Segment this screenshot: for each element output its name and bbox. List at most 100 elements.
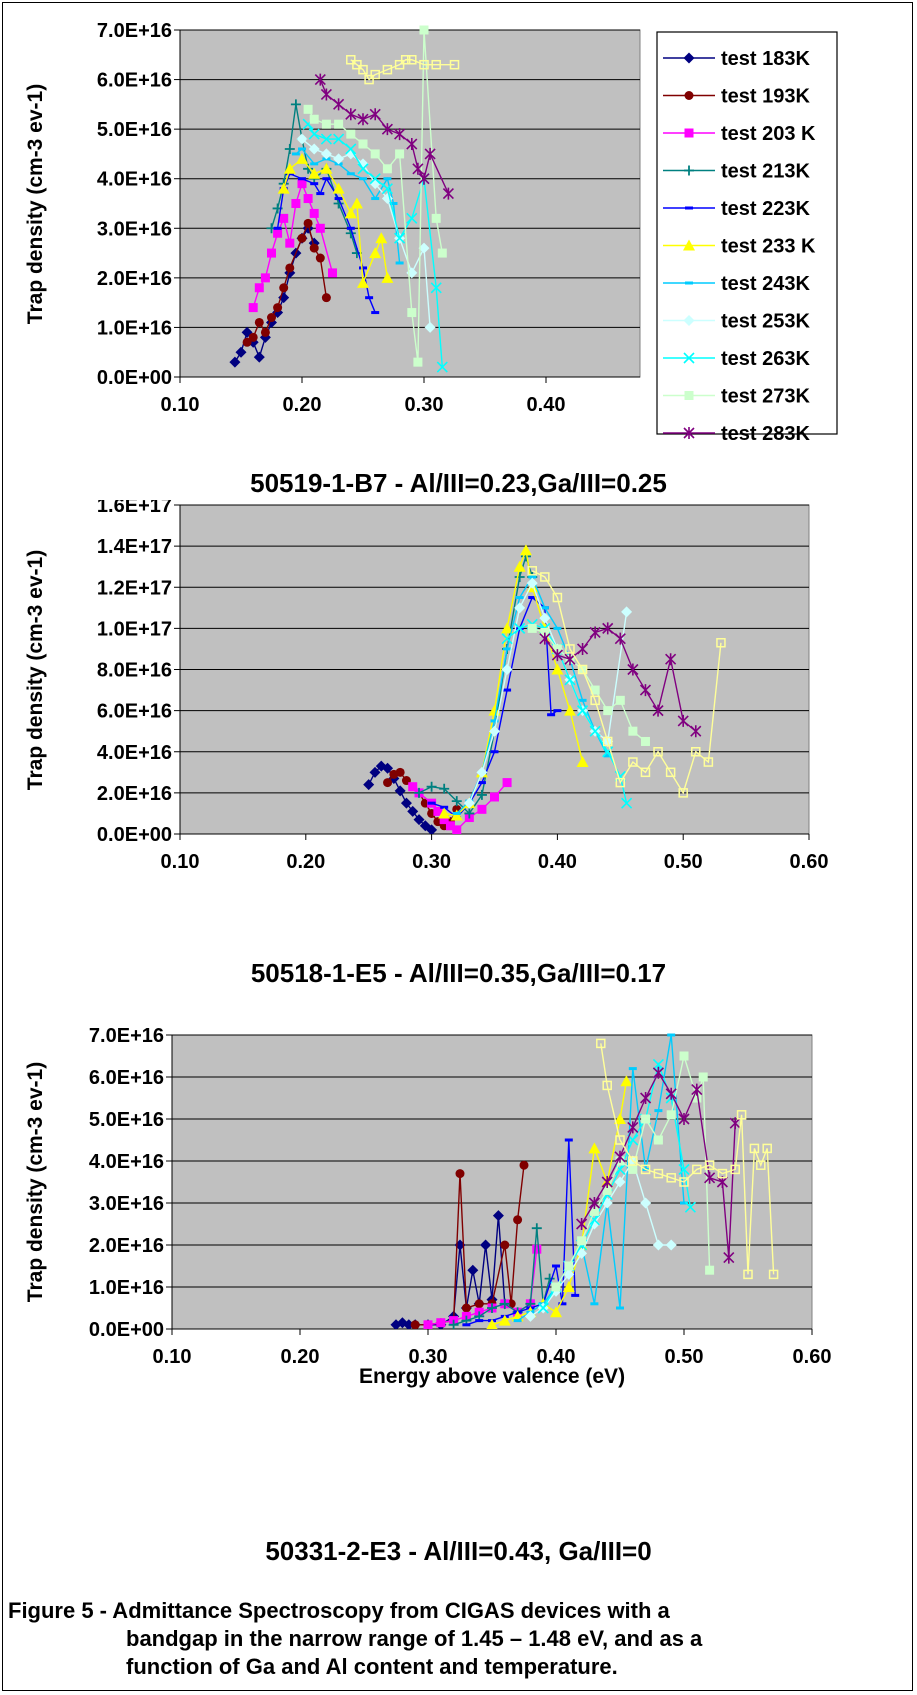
data-point	[477, 804, 487, 814]
data-point	[652, 1239, 664, 1251]
data-point	[463, 797, 475, 809]
data-point	[768, 1269, 779, 1280]
y-tick-label: 0.0E+00	[97, 824, 172, 846]
data-point	[352, 59, 362, 70]
data-point	[589, 626, 601, 639]
data-point	[547, 713, 556, 717]
data-point	[488, 704, 501, 716]
y-tick-label: 8.0E+16	[97, 660, 172, 682]
data-point	[310, 162, 319, 166]
data-point	[448, 1319, 459, 1329]
data-point	[749, 1143, 760, 1154]
x-tick-label: 0.50	[664, 851, 703, 873]
data-point	[395, 149, 405, 159]
series-line	[581, 1071, 736, 1258]
data-point	[291, 152, 300, 156]
data-point	[414, 787, 425, 798]
data-point	[680, 1201, 688, 1205]
y-tick-label: 4.0E+16	[97, 742, 172, 764]
data-point	[406, 138, 418, 151]
data-point	[621, 606, 633, 618]
legend-marker	[684, 91, 694, 100]
data-point	[345, 143, 357, 155]
data-point	[431, 213, 441, 223]
data-point	[408, 782, 418, 792]
data-point	[345, 108, 357, 121]
data-point	[558, 1302, 567, 1306]
data-point	[320, 133, 332, 145]
data-point	[346, 129, 356, 139]
data-point	[588, 1197, 600, 1209]
data-point	[628, 726, 638, 736]
x-tick-label: 0.60	[793, 1346, 832, 1368]
data-point	[370, 69, 380, 80]
data-point	[552, 644, 562, 654]
legend-entry: test 273K	[721, 386, 810, 408]
data-point	[602, 1185, 612, 1195]
data-point	[503, 688, 512, 692]
data-point	[678, 788, 688, 798]
data-point	[410, 1320, 420, 1329]
data-point	[654, 1109, 663, 1113]
data-point	[315, 223, 325, 233]
data-point	[640, 767, 651, 778]
y-tick-label: 0.0E+00	[89, 1319, 164, 1341]
data-point	[427, 801, 436, 805]
data-point	[578, 698, 587, 702]
data-point	[596, 1038, 606, 1049]
data-point	[321, 119, 331, 129]
data-point	[309, 208, 319, 218]
data-point	[474, 1299, 484, 1309]
data-point	[639, 684, 652, 697]
data-point	[476, 766, 488, 778]
data-point	[526, 577, 538, 589]
legend-marker	[683, 239, 695, 251]
data-point	[357, 163, 369, 175]
data-point	[513, 1319, 522, 1323]
data-point	[370, 149, 380, 159]
data-point	[254, 283, 264, 293]
y-tick-label: 3.0E+16	[89, 1193, 164, 1215]
data-point	[602, 746, 614, 758]
figure-caption: Figure 5 - Admittance Spectroscopy from …	[8, 1597, 888, 1681]
data-point	[616, 1306, 624, 1310]
data-point	[519, 1160, 529, 1170]
data-point	[667, 1033, 676, 1037]
data-point	[407, 308, 417, 318]
data-point	[279, 213, 289, 223]
y-tick-label: 1.0E+16	[97, 317, 172, 339]
data-point	[436, 1318, 446, 1328]
x-axis-label: Energy above valence (eV)	[359, 1365, 625, 1388]
data-point	[357, 113, 369, 126]
data-point	[309, 114, 319, 124]
data-point	[665, 1239, 677, 1251]
data-point	[620, 1075, 633, 1087]
data-point	[439, 783, 450, 794]
data-point	[532, 1244, 542, 1254]
data-point	[576, 705, 589, 717]
data-point	[273, 228, 283, 238]
data-point	[564, 674, 576, 686]
data-point	[424, 147, 436, 160]
legend-entry: test 203 K	[721, 123, 816, 145]
y-axis-label: Trap density (cm-3 ev-1)	[24, 1062, 47, 1302]
y-axis-label: Trap density (cm-3 ev-1)	[24, 84, 47, 324]
series-line	[350, 59, 455, 81]
data-point	[333, 133, 345, 145]
data-point	[653, 1135, 663, 1145]
y-tick-label: 1.2E+17	[97, 577, 172, 599]
data-point	[614, 1163, 626, 1175]
data-point	[394, 232, 406, 244]
data-point	[527, 566, 537, 576]
legend-entry: test 223K	[721, 198, 810, 220]
legend-marker	[683, 52, 695, 64]
data-point	[389, 202, 398, 205]
y-tick-label: 1.6E+17	[97, 500, 172, 517]
chart-50331-2-E3: 0.0E+00 1.0E+16 2.0E+16 3.0E+16 4.0E+16 5.0E+…	[24, 1025, 832, 1388]
data-point	[365, 296, 374, 300]
y-tick-label: 3.0E+16	[97, 218, 172, 240]
data-point	[455, 1169, 465, 1179]
data-point	[383, 778, 393, 788]
data-point	[514, 602, 526, 614]
plot-area	[179, 29, 641, 378]
